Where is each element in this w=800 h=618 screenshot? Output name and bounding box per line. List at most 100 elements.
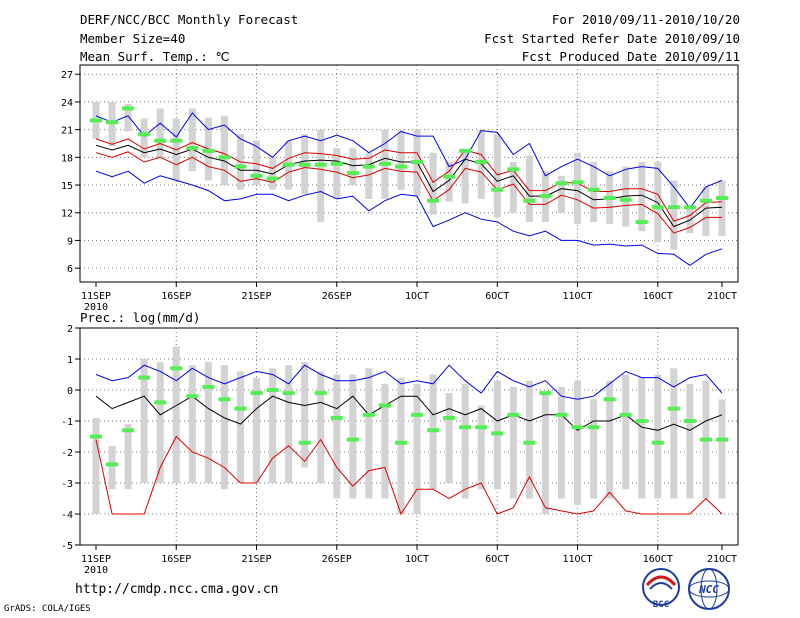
prec-observed-mark bbox=[619, 412, 632, 417]
temp-observed-mark bbox=[394, 164, 407, 169]
prec-observed-mark bbox=[394, 440, 407, 445]
precipitation-panel: -5 -4 -3 -2 -1 0 1 2 11SEP 16SEP 21SEP 26SEP 1OCT 6OC… bbox=[61, 324, 739, 576]
prec-spread-bar bbox=[365, 368, 373, 499]
temp-xtick-label: 11OCT bbox=[562, 291, 592, 302]
temp-observed-mark bbox=[716, 195, 728, 200]
prec-spread-bar bbox=[381, 383, 389, 499]
prec-observed-mark bbox=[362, 412, 375, 417]
temp-observed-mark bbox=[90, 118, 102, 123]
temp-observed-mark bbox=[378, 161, 391, 166]
temp-observed-mark bbox=[218, 155, 231, 160]
temp-line-upper bbox=[95, 138, 723, 222]
temp-observed-mark bbox=[106, 120, 119, 125]
temp-xtick-label: 11SEP bbox=[81, 291, 111, 302]
temp-spread-bar bbox=[702, 186, 710, 236]
temp-spread-bar bbox=[140, 118, 148, 158]
grads-credit: GrADS: COLA/IGES bbox=[4, 604, 91, 614]
temp-ytick-label: 15 bbox=[61, 181, 73, 192]
temp-spread-bar bbox=[156, 108, 164, 158]
temp-spread-bar bbox=[461, 149, 469, 204]
bcc-logo-text: BCC bbox=[653, 600, 669, 610]
temp-line-mean bbox=[95, 144, 723, 228]
prec-spread-bar bbox=[220, 365, 228, 490]
temp-xtick-label: 26SEP bbox=[322, 291, 352, 302]
temp-observed-mark bbox=[683, 205, 696, 210]
prec-spread-bar bbox=[670, 368, 678, 499]
prec-line-max bbox=[95, 364, 723, 400]
prec-spread-bar bbox=[349, 374, 357, 499]
temp-observed-mark bbox=[122, 106, 135, 111]
prec-xtick-label: 1OCT bbox=[405, 554, 429, 565]
prec-observed-mark bbox=[443, 415, 456, 420]
prec-spread-bar bbox=[525, 380, 533, 499]
temp-xtick-label: 16OCT bbox=[643, 291, 673, 302]
prec-observed-mark bbox=[651, 440, 664, 445]
temp-plot-frame bbox=[79, 64, 739, 283]
temp-spread-bar bbox=[718, 180, 726, 236]
temp-observed-mark bbox=[250, 173, 263, 178]
prec-observed-mark bbox=[154, 400, 167, 405]
temp-observed-mark bbox=[459, 148, 472, 153]
prec-observed-mark bbox=[603, 397, 616, 402]
temp-observed-mark bbox=[651, 205, 664, 210]
prec-spread-bar bbox=[317, 371, 325, 483]
bcc-logo: BCC bbox=[642, 568, 680, 610]
temp-spread-bar bbox=[365, 152, 373, 199]
prec-observed-mark bbox=[298, 440, 311, 445]
member-size-label: Member Size=40 bbox=[80, 31, 186, 46]
prec-spread-bar bbox=[606, 380, 614, 499]
prec-observed-mark bbox=[571, 425, 584, 430]
prec-observed-mark bbox=[523, 440, 536, 445]
prec-observed-mark bbox=[282, 391, 295, 396]
temp-spread-bar bbox=[397, 129, 405, 190]
prec-observed-mark bbox=[346, 437, 359, 442]
prec-spread-bar bbox=[574, 380, 582, 505]
temp-spread-bar bbox=[124, 103, 132, 132]
prec-spread-bar bbox=[253, 377, 261, 483]
prec-spread-bar bbox=[541, 393, 549, 514]
temp-observed-mark bbox=[154, 138, 167, 143]
source-url[interactable]: http://cmdp.ncc.cma.gov.cn bbox=[75, 582, 279, 597]
prec-observed-mark bbox=[234, 406, 247, 411]
temp-xtick-label: 1OCT bbox=[405, 291, 429, 302]
temp-spread-bar bbox=[445, 161, 453, 202]
temp-spread-bar bbox=[638, 161, 646, 232]
prec-observed-mark bbox=[667, 406, 680, 411]
prec-plot-frame bbox=[79, 327, 739, 546]
temp-observed-mark bbox=[266, 176, 279, 181]
prec-observed-mark bbox=[202, 384, 215, 389]
prec-observed-mark bbox=[411, 412, 424, 417]
temp-observed-mark bbox=[443, 174, 456, 179]
prec-spread-bar bbox=[140, 359, 148, 483]
temp-spread-bar bbox=[509, 161, 517, 213]
temp-spread-bar bbox=[220, 115, 228, 186]
prec-spread-bar bbox=[477, 405, 485, 490]
temp-observed-mark bbox=[411, 159, 424, 164]
prec-xtick-label: 16SEP bbox=[161, 554, 191, 565]
temp-observed-mark bbox=[699, 198, 712, 203]
forecast-period-label: For 2010/09/11-2010/10/20 bbox=[551, 12, 740, 27]
temp-spread-bar bbox=[670, 180, 678, 250]
temp-observed-mark bbox=[202, 148, 215, 153]
prec-spread-bar bbox=[509, 386, 517, 499]
temp-observed-mark bbox=[186, 146, 199, 151]
produced-date-label: Fcst Produced Date 2010/09/11 bbox=[521, 49, 740, 64]
temp-spread-bar bbox=[429, 152, 437, 215]
temp-observed-mark bbox=[362, 164, 375, 169]
temp-observed-mark bbox=[330, 161, 343, 166]
temp-observed-mark bbox=[282, 162, 295, 167]
temp-ytick-label: 24 bbox=[61, 98, 73, 109]
temp-observed-mark bbox=[314, 162, 327, 167]
prec-ytick-label: -1 bbox=[61, 417, 73, 428]
prec-xtick-label: 11SEP bbox=[81, 554, 111, 565]
temp-year-label: 2010 bbox=[84, 302, 108, 313]
prec-observed-mark bbox=[475, 425, 488, 430]
temp-observed-mark bbox=[523, 198, 536, 203]
prec-xtick-label: 6OCT bbox=[485, 554, 509, 565]
temp-ytick-label: 18 bbox=[61, 153, 73, 164]
temp-observed-mark bbox=[298, 162, 311, 167]
prec-line-mean bbox=[95, 395, 723, 431]
prec-spread-bar bbox=[461, 383, 469, 499]
precip-panel-title: Prec.: log(mm/d) bbox=[80, 310, 200, 325]
